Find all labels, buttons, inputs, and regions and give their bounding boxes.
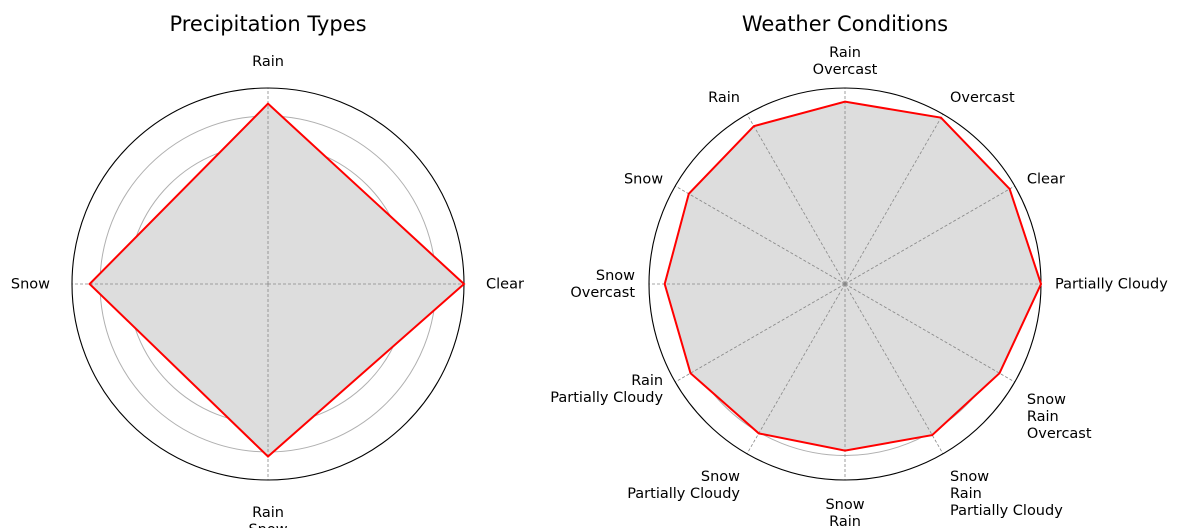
radar-chart-precipitation-types: Precipitation Types ClearRainSnowRainSno…: [11, 12, 524, 528]
spoke-line: [844, 185, 1015, 285]
spoke-line: [746, 114, 846, 285]
category-label-line: Snow: [950, 469, 989, 485]
category-label-line: Rain: [829, 45, 861, 61]
spoke-line: [844, 114, 944, 285]
spoke-line: [844, 283, 1015, 383]
category-label: Rain: [252, 54, 284, 70]
category-label: Rain: [708, 90, 740, 106]
category-label: Rain Partially Cloudy: [550, 373, 663, 406]
category-label-line: Overcast: [570, 285, 635, 301]
chart-title: Precipitation Types: [169, 12, 366, 36]
category-label: Snow Partially Cloudy: [627, 469, 740, 502]
category-label: Rain Overcast: [813, 45, 878, 78]
category-label-line: Rain: [252, 54, 284, 70]
category-label-line: Partially Cloudy: [950, 503, 1063, 519]
category-label: Snow Rain Partially Cloudy: [950, 469, 1063, 519]
category-label: Snow Rain: [825, 497, 864, 528]
category-label-line: Snow: [825, 497, 864, 513]
category-label-line: Rain: [252, 505, 284, 521]
category-label: Partially Cloudy: [1055, 277, 1168, 293]
category-label-line: Rain: [950, 486, 982, 502]
radar-chart-weather-conditions: Weather Conditions Partially Cloudy Clear…: [550, 12, 1168, 528]
category-label-line: Snow: [1027, 392, 1066, 408]
category-label-line: Clear: [1027, 172, 1065, 188]
chart-title: Weather Conditions: [742, 12, 948, 36]
category-label-line: Snow: [11, 277, 50, 293]
series-line: [88, 102, 466, 458]
category-label-line: Snow: [248, 522, 287, 528]
category-label-line: Rain: [631, 373, 663, 389]
category-label-line: Rain: [829, 514, 861, 528]
category-label-line: Overcast: [950, 90, 1015, 106]
category-label-line: Partially Cloudy: [627, 486, 740, 502]
category-label-line: Overcast: [1027, 426, 1092, 442]
category-label-line: Snow: [701, 469, 740, 485]
category-label: Snow Rain Overcast: [1027, 392, 1092, 442]
series-line: [663, 100, 1043, 452]
category-label-line: Snow: [624, 172, 663, 188]
spoke-line: [844, 283, 944, 454]
spoke-line: [746, 283, 846, 454]
category-label: Overcast: [950, 90, 1015, 106]
category-label: Snow Overcast: [570, 268, 635, 301]
category-label: Snow: [11, 277, 50, 293]
spoke-line: [675, 185, 846, 285]
category-label-line: Partially Cloudy: [1055, 277, 1168, 293]
category-label-line: Snow: [596, 268, 635, 284]
series-area: [664, 101, 1041, 451]
category-label-line: Rain: [1027, 409, 1059, 425]
category-label: Clear: [1027, 172, 1065, 188]
spoke-line: [675, 283, 846, 383]
category-label-line: Overcast: [813, 62, 878, 78]
series-area: [89, 103, 464, 457]
category-label-line: Clear: [486, 277, 524, 293]
category-label: Snow: [624, 172, 663, 188]
category-label-line: Partially Cloudy: [550, 390, 663, 406]
category-label-line: Rain: [708, 90, 740, 106]
category-label: Clear: [486, 277, 524, 293]
